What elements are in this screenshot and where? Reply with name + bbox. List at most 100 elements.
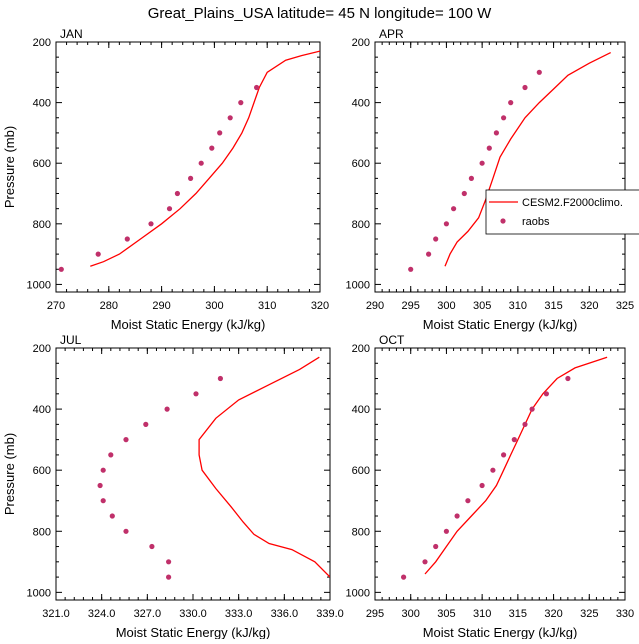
y-tick-label: 400 (33, 98, 51, 110)
x-tick-label: 280 (100, 300, 118, 312)
x-tick-label: 310 (509, 300, 527, 312)
y-tick-label: 1000 (27, 279, 51, 291)
raob-point (543, 391, 550, 397)
raob-point (254, 84, 260, 91)
raob-point (465, 498, 471, 504)
x-tick-label: 300 (205, 300, 223, 312)
x-tick-label: 305 (437, 608, 455, 620)
raob-point (217, 375, 223, 382)
y-tick-label: 800 (33, 526, 51, 538)
raob-point (166, 574, 172, 580)
model-line (198, 356, 330, 578)
raob-point (454, 513, 460, 519)
raob-point (123, 437, 129, 443)
x-tick-label: 325 (616, 300, 634, 312)
raob-point (193, 391, 199, 397)
y-tick-label: 400 (33, 404, 51, 416)
y-axis-label: Pressure (mb) (2, 126, 17, 208)
panel-apr: APR 290 295 300 305 310 315 320 325 200 400 600 800 1… (346, 27, 635, 332)
raob-point (493, 130, 499, 136)
x-tick-label: 324.0 (88, 608, 116, 620)
raob-point (217, 130, 223, 136)
model-line (444, 52, 611, 267)
legend-entry: CESM2.F2000climo. (522, 197, 623, 209)
raob-point (508, 100, 514, 106)
raob-point (198, 160, 204, 166)
raob-point (408, 266, 414, 272)
legend-marker-swatch (500, 218, 506, 224)
model-line (90, 50, 320, 267)
raob-point (166, 559, 172, 565)
raob-point (501, 115, 507, 121)
raob-point (143, 421, 149, 427)
raob-point (188, 175, 194, 181)
panel-label: APR (379, 27, 404, 41)
y-tick-label: 200 (33, 37, 51, 49)
x-tick-label: 321.0 (42, 608, 70, 620)
x-tick-label: 295 (402, 300, 420, 312)
figure-title: Great_Plains_USA latitude= 45 N longitud… (148, 5, 492, 22)
x-tick-label: 330 (616, 608, 634, 620)
y-tick-label: 800 (33, 219, 51, 231)
x-tick-label: 320 (580, 300, 598, 312)
x-tick-label: 320 (544, 608, 562, 620)
plot-frame (374, 347, 626, 601)
raob-point (565, 375, 571, 382)
raob-point (227, 115, 233, 121)
panel-label: JUL (60, 333, 82, 347)
x-tick-label: 295 (366, 608, 384, 620)
x-axis-label: Moist Static Energy (kJ/kg) (111, 317, 266, 332)
y-tick-label: 400 (352, 98, 370, 110)
x-axis-label: Moist Static Energy (kJ/kg) (423, 625, 578, 639)
plot-frame (55, 347, 331, 601)
x-tick-label: 333.0 (225, 608, 253, 620)
y-tick-label: 600 (352, 465, 370, 477)
x-tick-label: 315 (544, 300, 562, 312)
raob-point (490, 467, 496, 473)
y-tick-label: 800 (352, 526, 370, 538)
x-tick-label: 310 (258, 300, 276, 312)
x-axis-label: Moist Static Energy (kJ/kg) (116, 625, 271, 639)
raob-point (443, 528, 449, 534)
x-tick-label: 327.0 (134, 608, 162, 620)
raob-point (522, 421, 528, 427)
y-tick-label: 600 (33, 465, 51, 477)
x-tick-label: 336.0 (271, 608, 299, 620)
raob-point (401, 574, 407, 580)
y-tick-label: 200 (352, 37, 370, 49)
raob-point (486, 145, 492, 151)
raob-point (461, 190, 467, 197)
raob-point (511, 437, 517, 443)
panel-label: OCT (379, 333, 405, 347)
raob-point (529, 406, 535, 412)
x-tick-label: 300 (402, 608, 420, 620)
x-tick-label: 305 (473, 300, 491, 312)
raob-point (148, 221, 154, 227)
legend-entry: raobs (522, 216, 550, 228)
y-tick-label: 200 (33, 343, 51, 355)
x-tick-label: 300 (437, 300, 455, 312)
plot-frame (374, 41, 626, 293)
raob-point (123, 528, 129, 534)
raob-point (100, 498, 106, 504)
raob-point (164, 406, 170, 412)
raob-point (124, 236, 130, 242)
y-tick-label: 1000 (346, 587, 370, 599)
y-tick-label: 400 (352, 404, 370, 416)
x-tick-label: 339.0 (316, 608, 344, 620)
raob-point (58, 266, 64, 272)
legend: CESM2.F2000climo. raobs (485, 189, 639, 235)
panel-jan: JAN 270 280 290 300 310 320 200 400 600 800 1000 Moi… (2, 27, 329, 332)
raob-point (97, 482, 103, 489)
x-tick-label: 325 (580, 608, 598, 620)
plot-frame (55, 41, 321, 293)
model-line (424, 356, 608, 575)
raob-point (536, 69, 542, 75)
y-tick-label: 200 (352, 343, 370, 355)
raob-point (479, 160, 485, 166)
y-tick-label: 600 (352, 158, 370, 170)
raob-point (443, 221, 449, 227)
x-tick-label: 330.0 (179, 608, 207, 620)
raob-point (422, 559, 428, 565)
